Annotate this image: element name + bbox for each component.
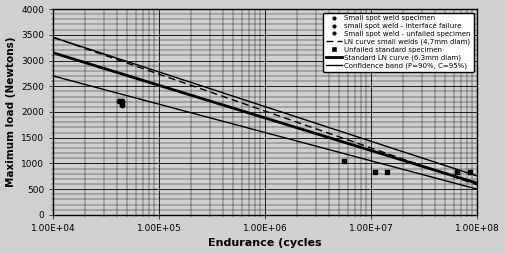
Point [118, 100, 126, 104]
Y-axis label: Maximum load (Newtons): Maximum load (Newtons) [6, 37, 16, 187]
X-axis label: Endurance (cycles: Endurance (cycles [208, 239, 322, 248]
Legend: Small spot weld specimen, small spot weld - interface failure, Small spot weld -: Small spot weld specimen, small spot wel… [324, 12, 474, 72]
Point [382, 170, 390, 174]
Point [466, 170, 474, 174]
Point [372, 170, 380, 174]
Point [453, 170, 461, 174]
Point [118, 99, 126, 103]
Point [118, 103, 126, 107]
Point [115, 99, 123, 103]
Point [339, 159, 347, 163]
